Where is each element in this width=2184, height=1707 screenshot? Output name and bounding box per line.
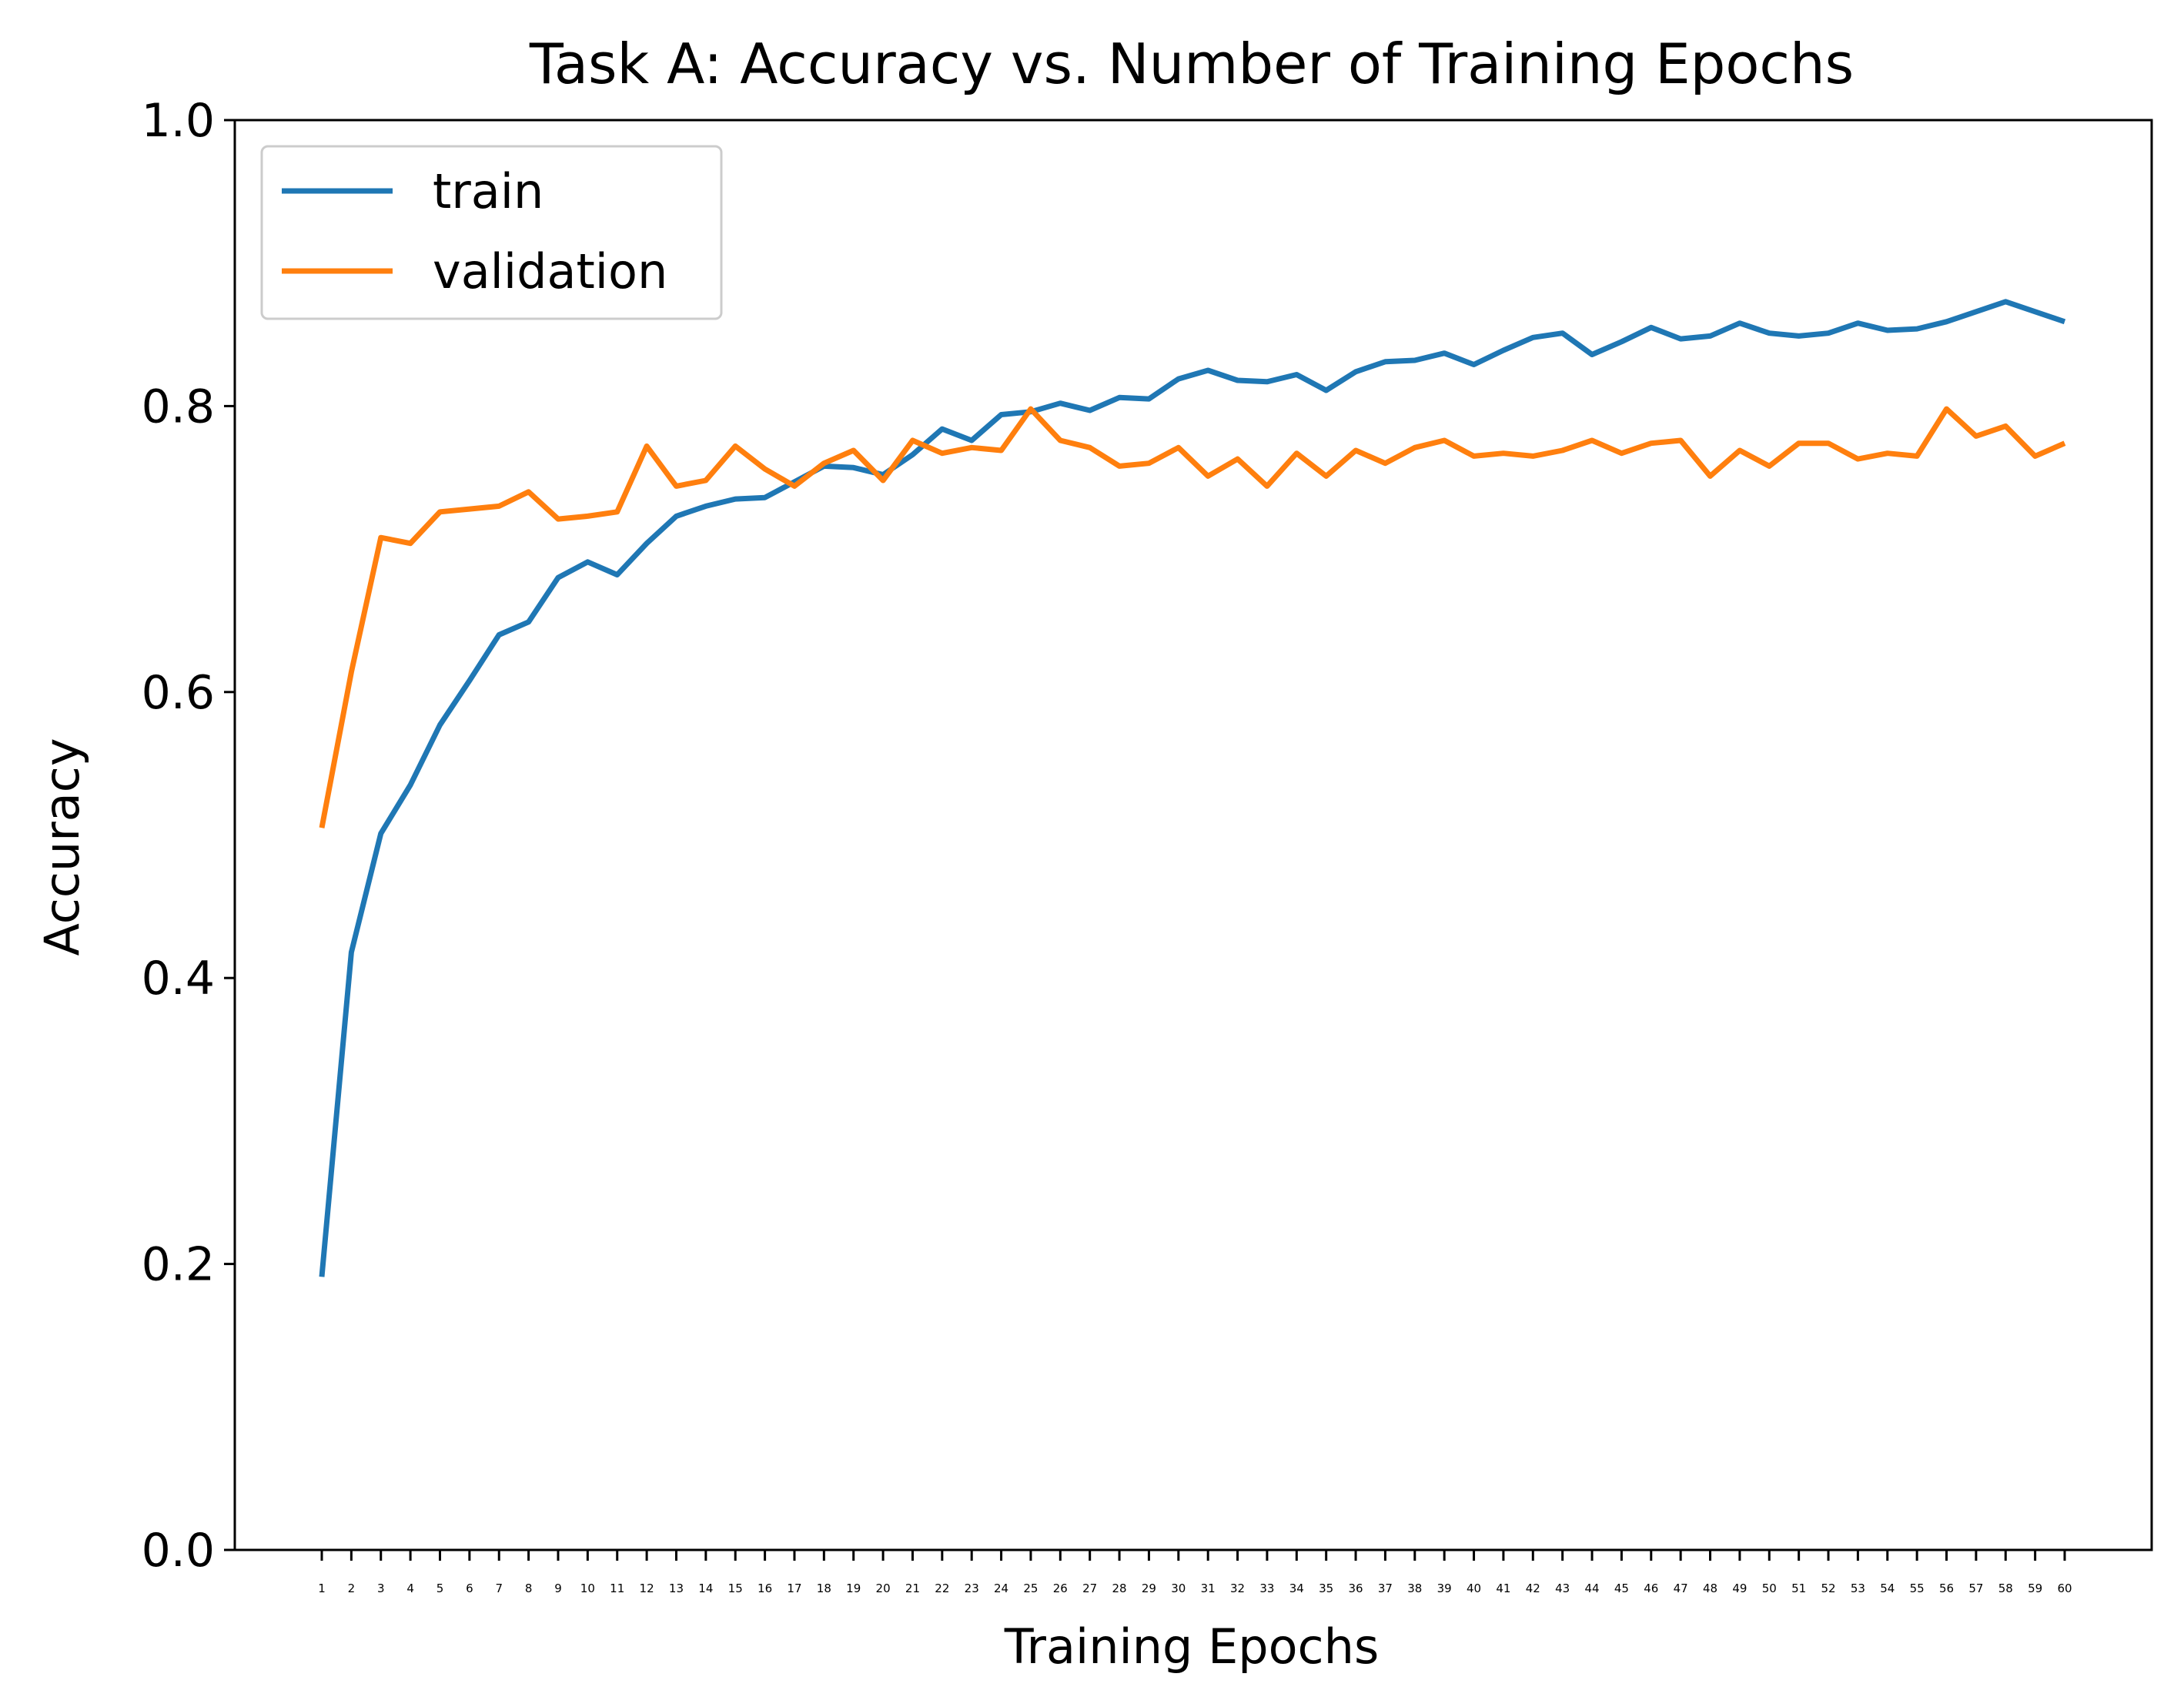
x-tick-label: 31 (1201, 1581, 1216, 1595)
x-tick-label: 22 (935, 1581, 949, 1595)
x-tick-label: 39 (1437, 1581, 1452, 1595)
x-tick-label: 20 (876, 1581, 891, 1595)
y-tick-label: 0.8 (142, 380, 215, 433)
x-tick-label: 30 (1171, 1581, 1186, 1595)
plot-frame (233, 119, 2153, 1551)
x-tick-label: 28 (1112, 1581, 1127, 1595)
x-tick-label: 17 (787, 1581, 801, 1595)
y-tick-label: 0.2 (142, 1238, 215, 1292)
legend: train validation (260, 145, 723, 320)
legend-label-validation: validation (433, 243, 667, 300)
x-tick-label: 21 (905, 1581, 920, 1595)
x-tick-label: 54 (1880, 1581, 1895, 1595)
x-tick-label: 40 (1467, 1581, 1481, 1595)
x-tick-label: 48 (1703, 1581, 1717, 1595)
y-tick-label: 1.0 (142, 94, 215, 148)
x-tick-label: 27 (1082, 1581, 1097, 1595)
x-tick-label: 3 (377, 1581, 385, 1595)
x-tick-label: 56 (1939, 1581, 1954, 1595)
x-tick-label: 2 (348, 1581, 356, 1595)
series-line-train (319, 299, 2066, 1277)
x-tick-label: 26 (1053, 1581, 1068, 1595)
x-tick-label: 4 (406, 1581, 414, 1595)
x-tick-label: 34 (1289, 1581, 1304, 1595)
x-tick-label: 24 (994, 1581, 1008, 1595)
series-layer (319, 299, 2066, 1277)
x-tick-label: 7 (495, 1581, 503, 1595)
x-tick-label: 23 (965, 1581, 979, 1595)
x-tick-label: 44 (1584, 1581, 1599, 1595)
x-axis: 1 2 3 4 5 6 7 8 9 10 11 12 13 14 15 16 17 18 19 20 21 22 23 24 2… (318, 1550, 2072, 1595)
x-tick-label: 49 (1732, 1581, 1747, 1595)
x-tick-label: 38 (1407, 1581, 1422, 1595)
x-tick-label: 58 (1998, 1581, 2013, 1595)
x-tick-label: 47 (1674, 1581, 1688, 1595)
x-tick-label: 35 (1319, 1581, 1333, 1595)
x-tick-label: 60 (2057, 1581, 2072, 1595)
x-tick-label: 12 (640, 1581, 654, 1595)
x-tick-label: 13 (669, 1581, 684, 1595)
x-tick-label: 53 (1851, 1581, 1865, 1595)
x-tick-label: 51 (1791, 1581, 1806, 1595)
plot-area (233, 119, 2153, 1551)
x-tick-label: 10 (580, 1581, 595, 1595)
y-tick-label: 0.6 (142, 666, 215, 720)
x-tick-label: 11 (610, 1581, 624, 1595)
y-axis: 0.0 0.2 0.4 0.6 0.8 1.0 (142, 94, 235, 1578)
series-line-validation (319, 406, 2066, 828)
x-tick-label: 16 (758, 1581, 772, 1595)
x-tick-label: 6 (466, 1581, 473, 1595)
x-tick-label: 45 (1614, 1581, 1629, 1595)
x-tick-label: 15 (728, 1581, 743, 1595)
x-tick-label: 37 (1378, 1581, 1393, 1595)
x-tick-label: 32 (1230, 1581, 1245, 1595)
x-tick-label: 43 (1555, 1581, 1570, 1595)
x-tick-label: 55 (1910, 1581, 1925, 1595)
legend-label-train: train (433, 163, 543, 219)
y-tick-label: 0.0 (142, 1524, 215, 1578)
x-tick-label: 25 (1023, 1581, 1038, 1595)
x-tick-label: 36 (1349, 1581, 1363, 1595)
x-tick-label: 9 (554, 1581, 562, 1595)
x-tick-label: 46 (1644, 1581, 1658, 1595)
y-axis-label: Accuracy (34, 738, 90, 956)
x-tick-label: 52 (1821, 1581, 1835, 1595)
x-tick-label: 19 (846, 1581, 861, 1595)
x-tick-label: 50 (1762, 1581, 1777, 1595)
y-tick-label: 0.4 (142, 952, 215, 1006)
x-tick-label: 41 (1496, 1581, 1510, 1595)
x-tick-label: 33 (1259, 1581, 1274, 1595)
x-tick-label: 1 (318, 1581, 326, 1595)
x-tick-label: 59 (2028, 1581, 2042, 1595)
x-tick-label: 5 (436, 1581, 444, 1595)
chart-title: Task A: Accuracy vs. Number of Training … (529, 32, 1854, 96)
x-tick-label: 8 (525, 1581, 533, 1595)
x-tick-label: 29 (1142, 1581, 1156, 1595)
x-tick-label: 14 (698, 1581, 713, 1595)
x-tick-label: 57 (1968, 1581, 1983, 1595)
x-tick-label: 42 (1526, 1581, 1540, 1595)
x-tick-label: 18 (817, 1581, 831, 1595)
x-axis-label: Training Epochs (1004, 1618, 1380, 1675)
